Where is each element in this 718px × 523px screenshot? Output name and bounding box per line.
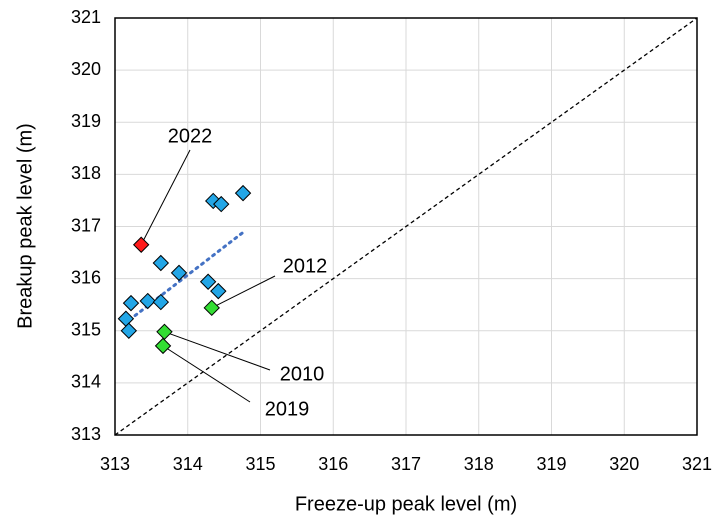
point-label: 2012: [283, 255, 328, 277]
x-tick-label: 316: [318, 454, 348, 474]
point: [154, 337, 172, 355]
x-tick-label: 321: [682, 454, 712, 474]
y-tick-label: 320: [71, 59, 101, 79]
x-tick-label: 319: [536, 454, 566, 474]
leader-line: [164, 331, 271, 371]
leader-line: [211, 275, 276, 309]
y-tick-label: 321: [71, 7, 101, 27]
y-tick-label: 316: [71, 267, 101, 287]
point-label: 2022: [168, 125, 213, 147]
point: [122, 294, 140, 312]
point: [139, 292, 156, 310]
leader-line: [140, 149, 191, 245]
x-tick-label: 315: [245, 454, 275, 474]
y-tick-label: 318: [71, 163, 101, 183]
point: [170, 264, 188, 282]
point: [152, 293, 170, 311]
point: [156, 323, 173, 340]
leader-line: [162, 345, 251, 403]
x-tick-label: 318: [464, 454, 494, 474]
plot-frame: [114, 17, 698, 436]
x-tick-label: 314: [173, 454, 203, 474]
point-label: 2019: [265, 398, 310, 420]
x-tick-label: 320: [609, 454, 639, 474]
y-tick-label: 317: [71, 215, 101, 235]
point: [210, 282, 227, 300]
point: [203, 299, 220, 317]
point: [199, 273, 217, 290]
point: [234, 184, 252, 202]
point: [120, 322, 138, 339]
point: [213, 195, 230, 213]
y-tick-label: 313: [71, 424, 101, 444]
y-tick-label: 319: [71, 111, 101, 131]
reference-line: [114, 17, 698, 436]
x-axis-title: Freeze-up peak level (m): [295, 493, 517, 515]
point-label: 2010: [280, 363, 325, 385]
point: [152, 254, 170, 272]
y-axis-title: Breakup peak level (m): [14, 123, 36, 329]
x-tick-label: 317: [391, 454, 421, 474]
x-tick-label: 313: [100, 454, 130, 474]
y-tick-label: 314: [71, 372, 101, 392]
y-tick-label: 315: [71, 320, 101, 340]
point: [132, 236, 150, 253]
point: [117, 310, 135, 327]
